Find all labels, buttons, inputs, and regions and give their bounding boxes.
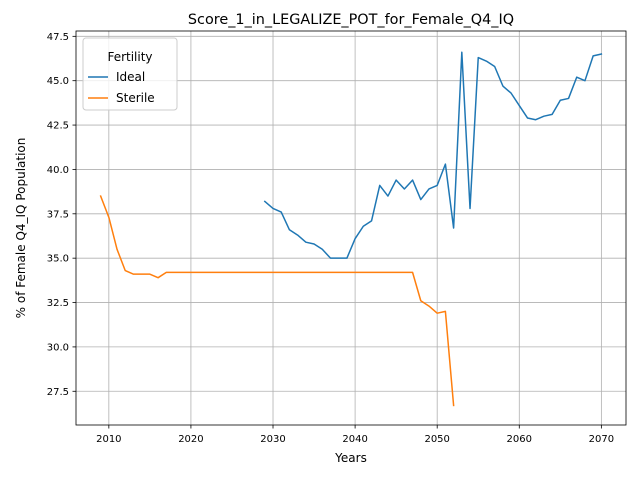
y-tick-label: 35.0 <box>47 254 69 265</box>
y-tick-label: 27.5 <box>47 387 69 398</box>
x-tick-label: 2070 <box>589 434 614 445</box>
x-tick-label: 2010 <box>96 434 121 445</box>
y-tick-label: 42.5 <box>47 121 69 132</box>
legend-label-ideal: Ideal <box>116 70 145 84</box>
y-tick-label: 37.5 <box>47 209 69 220</box>
chart-title: Score_1_in_LEGALIZE_POT_for_Female_Q4_IQ <box>188 12 514 28</box>
series-line-ideal <box>263 51 603 259</box>
series-lines <box>99 51 603 407</box>
y-tick-label: 45.0 <box>47 76 69 87</box>
x-tick-label: 2050 <box>424 434 449 445</box>
legend-label-sterile: Sterile <box>116 91 155 105</box>
x-tick-label: 2040 <box>342 434 367 445</box>
plot-area-frame <box>75 30 627 426</box>
y-axis-label: % of Female Q4_IQ Population <box>14 138 28 319</box>
x-tick-label: 2020 <box>178 434 203 445</box>
y-tick-label: 30.0 <box>47 342 69 353</box>
series-line-sterile <box>99 195 455 407</box>
x-tick-label: 2030 <box>260 434 285 445</box>
legend: Fertility Ideal Sterile <box>82 37 178 111</box>
x-axis-ticks: 2010 2020 2030 2040 2050 2060 2070 <box>96 425 614 445</box>
y-tick-label: 40.0 <box>47 165 69 176</box>
y-axis-ticks: 27.5 30.0 32.5 35.0 37.5 40.0 42.5 45.0 47.5 <box>47 32 76 398</box>
x-axis-label: Years <box>334 451 367 465</box>
grid <box>76 31 626 425</box>
legend-title: Fertility <box>107 50 152 64</box>
y-tick-label: 47.5 <box>47 32 69 43</box>
legend-box <box>82 37 178 111</box>
y-tick-label: 32.5 <box>47 298 69 309</box>
x-tick-label: 2060 <box>507 434 532 445</box>
